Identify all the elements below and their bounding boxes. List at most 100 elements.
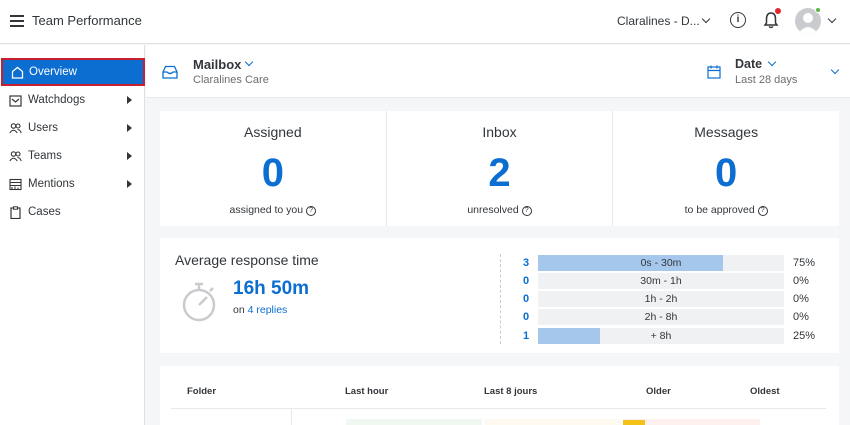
help-icon[interactable]: ? <box>521 206 532 216</box>
distribution-bar-track: 0s - 30m <box>538 255 784 271</box>
stat-subtitle: to be approved? <box>613 204 839 216</box>
distribution-bar-track: 30m - 1h <box>538 273 784 289</box>
heatmap-marker <box>623 420 645 425</box>
stat-subtitle: assigned to you? <box>160 204 386 216</box>
help-icon[interactable]: ? <box>757 206 768 216</box>
expand-arrow-icon[interactable] <box>127 96 132 104</box>
column-header-oldest[interactable]: Oldest <box>750 386 780 397</box>
help-icon[interactable]: ? <box>306 206 317 216</box>
distribution-row[interactable]: 0 30m - 1h 0% <box>520 273 820 289</box>
heatmap-cell <box>485 419 621 425</box>
heatmap-cell <box>346 419 482 425</box>
column-header-last-8-jours[interactable]: Last 8 jours <box>484 386 538 397</box>
table-column-divider <box>291 409 292 425</box>
distribution-label: 1h - 2h <box>644 293 678 305</box>
response-time-card: Average response time 16h 50m on 4 repli… <box>160 238 839 353</box>
sidebar-item-label: Watchdogs <box>28 94 86 106</box>
chevron-down-icon[interactable] <box>701 14 711 24</box>
stat-subtitle-text: to be approved <box>684 204 755 216</box>
response-time-value: 16h 50m <box>233 278 310 299</box>
online-status-icon <box>815 7 821 13</box>
stat-inbox[interactable]: Inbox 2 unresolved? <box>387 111 614 226</box>
inbox-icon <box>162 65 178 79</box>
sidebar-item-mentions[interactable]: Mentions <box>0 170 145 198</box>
sidebar-item-label: Overview <box>29 66 77 78</box>
distribution-row[interactable]: 1 + 8h 25% <box>520 328 820 344</box>
column-header-last-hour[interactable]: Last hour <box>345 386 389 397</box>
distribution-count: 1 <box>523 330 530 342</box>
stat-subtitle-text: assigned to you <box>229 204 304 216</box>
distribution-count: 0 <box>523 311 530 323</box>
mailbox-filter-value: Claralines Care <box>193 74 269 86</box>
stats-card: Assigned 0 assigned to you? Inbox 2 unre… <box>160 111 839 226</box>
stat-value: 0 <box>261 151 284 195</box>
expand-filters-chevron-icon[interactable] <box>830 65 840 75</box>
stat-assigned[interactable]: Assigned 0 assigned to you? <box>160 111 387 226</box>
distribution-label: 30m - 1h <box>640 275 682 287</box>
home-icon <box>11 66 24 79</box>
stat-title: Assigned <box>244 124 302 140</box>
teams-icon <box>9 150 22 161</box>
chevron-down-icon[interactable] <box>827 14 837 24</box>
stat-value: 2 <box>488 151 511 195</box>
date-filter-label[interactable]: Date <box>735 57 763 71</box>
distribution-percent: 25% <box>793 330 816 342</box>
stat-title: Messages <box>694 124 759 140</box>
distribution-percent: 0% <box>793 275 809 287</box>
expand-arrow-icon[interactable] <box>127 152 132 160</box>
stat-subtitle: unresolved? <box>387 204 613 216</box>
replies-link[interactable]: 4 replies <box>247 304 288 316</box>
divider <box>500 254 501 344</box>
sidebar-item-watchdogs[interactable]: Watchdogs <box>0 86 145 114</box>
sidebar: Overview Watchdogs Users Teams Mentions … <box>0 45 145 425</box>
distribution-row[interactable]: 3 0s - 30m 75% <box>520 255 820 271</box>
mentions-icon <box>9 178 22 190</box>
folder-table-card: Folder Last hour Last 8 jours Older Olde… <box>160 366 839 425</box>
distribution-label: + 8h <box>650 330 672 342</box>
notification-badge <box>775 8 781 14</box>
sidebar-item-teams[interactable]: Teams <box>0 142 145 170</box>
on-label: on <box>233 304 245 316</box>
heatmap-cell <box>624 419 760 425</box>
distribution-row[interactable]: 0 1h - 2h 0% <box>520 291 820 307</box>
users-icon <box>9 122 22 133</box>
distribution-percent: 0% <box>793 293 809 305</box>
top-bar: Team Performance Claralines - D... i <box>0 0 850 44</box>
sidebar-item-label: Cases <box>28 206 61 218</box>
chevron-down-icon[interactable] <box>767 57 777 67</box>
stat-subtitle-text: unresolved <box>467 204 519 216</box>
expand-arrow-icon[interactable] <box>127 180 132 188</box>
calendar-icon <box>707 65 721 79</box>
column-header-folder[interactable]: Folder <box>187 386 217 397</box>
distribution-bar-track: 2h - 8h <box>538 309 784 325</box>
stat-title: Inbox <box>482 124 517 140</box>
stat-messages[interactable]: Messages 0 to be approved? <box>613 111 839 226</box>
distribution-row[interactable]: 0 2h - 8h 0% <box>520 309 820 325</box>
table-header-divider <box>171 408 826 409</box>
expand-arrow-icon[interactable] <box>127 124 132 132</box>
mailbox-filter-label[interactable]: Mailbox <box>193 57 242 72</box>
stat-value: 0 <box>715 151 738 195</box>
column-header-older[interactable]: Older <box>646 386 671 397</box>
sidebar-item-label: Teams <box>28 150 62 162</box>
watchdog-icon <box>9 94 22 107</box>
distribution-bar-fill <box>538 328 600 344</box>
bell-icon[interactable] <box>763 11 779 29</box>
info-icon[interactable]: i <box>730 12 746 28</box>
sidebar-item-label: Users <box>28 122 59 134</box>
distribution-percent: 75% <box>793 257 816 269</box>
sidebar-item-cases[interactable]: Cases <box>0 198 145 226</box>
distribution-count: 0 <box>523 293 530 305</box>
filter-header: Mailbox Claralines Care Date Last 28 day… <box>146 45 850 98</box>
stopwatch-icon <box>182 282 216 322</box>
sidebar-item-overview[interactable]: Overview <box>1 58 145 86</box>
distribution-bar-fill <box>538 255 723 271</box>
menu-icon[interactable] <box>10 15 24 27</box>
sidebar-item-users[interactable]: Users <box>0 114 145 142</box>
account-selector[interactable]: Claralines - D... <box>617 14 700 28</box>
clipboard-icon <box>10 205 21 219</box>
sidebar-item-label: Mentions <box>28 178 75 190</box>
distribution-label: 2h - 8h <box>644 311 678 323</box>
date-filter-value: Last 28 days <box>735 74 798 86</box>
chevron-down-icon[interactable] <box>244 57 254 67</box>
